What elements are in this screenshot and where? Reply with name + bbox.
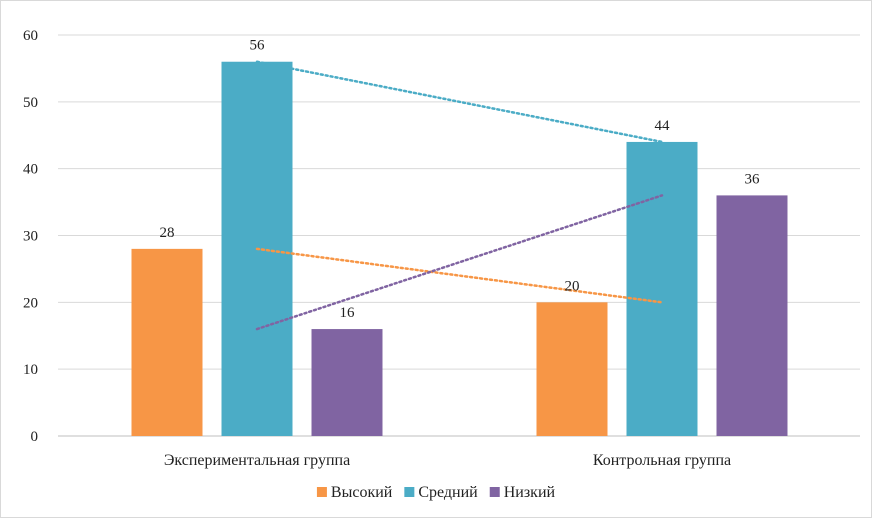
y-tick-label: 50 (23, 95, 38, 111)
x-category-label: Контрольная группа (593, 452, 731, 469)
legend-swatch (316, 487, 327, 497)
legend-item: Средний (404, 484, 478, 501)
bar (626, 141, 698, 436)
trendline (255, 60, 664, 144)
x-axis: Экспериментальная группа Контрольная груп… (164, 452, 731, 469)
legend-label: Низкий (504, 484, 556, 501)
legend-swatch (489, 487, 500, 497)
trendline (255, 247, 664, 304)
y-tick-label: 60 (23, 28, 38, 44)
y-tick-label: 0 (31, 429, 39, 445)
bar (716, 195, 788, 436)
data-label: 36 (745, 171, 761, 187)
legend-swatch (404, 487, 415, 497)
bar (536, 302, 608, 436)
legend-item: Низкий (489, 484, 556, 501)
y-tick-label: 30 (23, 229, 38, 245)
y-tick-label: 20 (23, 295, 38, 311)
data-label: 20 (565, 278, 580, 294)
trendlines (255, 60, 664, 331)
data-label: 44 (655, 118, 671, 134)
y-tick-label: 40 (23, 162, 38, 178)
legend-item: Высокий (316, 484, 393, 501)
bars (131, 61, 788, 436)
legend: Высокий Средний Низкий (316, 484, 556, 501)
bar (131, 248, 203, 436)
legend-label: Высокий (331, 484, 393, 501)
x-category-label: Экспериментальная группа (164, 452, 350, 469)
data-labels: 28 20 56 44 16 36 (160, 38, 761, 321)
trendline (255, 194, 664, 331)
data-label: 28 (160, 225, 175, 241)
bar (311, 329, 383, 436)
data-label: 16 (340, 305, 356, 321)
y-tick-label: 10 (23, 362, 38, 378)
data-label: 56 (250, 38, 266, 54)
legend-label: Средний (418, 484, 478, 501)
y-axis: 0 10 20 30 40 50 60 (23, 28, 38, 445)
